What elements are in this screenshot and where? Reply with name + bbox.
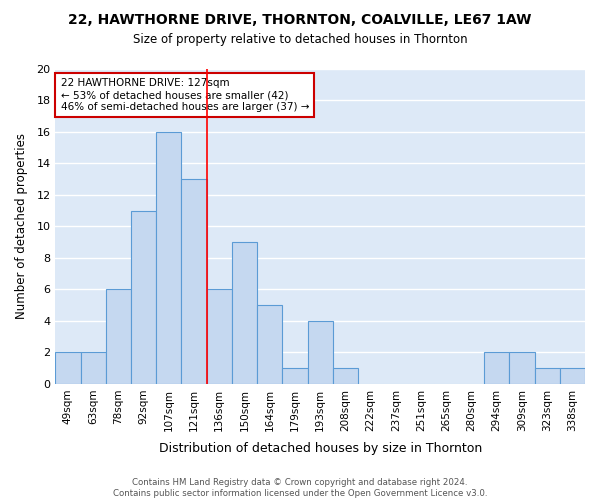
Bar bbox=[283, 368, 308, 384]
Bar bbox=[560, 368, 585, 384]
Bar bbox=[535, 368, 560, 384]
Bar bbox=[232, 242, 257, 384]
Bar bbox=[257, 305, 283, 384]
Y-axis label: Number of detached properties: Number of detached properties bbox=[15, 134, 28, 320]
Text: 22 HAWTHORNE DRIVE: 127sqm
← 53% of detached houses are smaller (42)
46% of semi: 22 HAWTHORNE DRIVE: 127sqm ← 53% of deta… bbox=[61, 78, 309, 112]
Bar bbox=[156, 132, 181, 384]
Bar bbox=[206, 290, 232, 384]
Text: Contains HM Land Registry data © Crown copyright and database right 2024.
Contai: Contains HM Land Registry data © Crown c… bbox=[113, 478, 487, 498]
Bar bbox=[484, 352, 509, 384]
Text: 22, HAWTHORNE DRIVE, THORNTON, COALVILLE, LE67 1AW: 22, HAWTHORNE DRIVE, THORNTON, COALVILLE… bbox=[68, 12, 532, 26]
Text: Size of property relative to detached houses in Thornton: Size of property relative to detached ho… bbox=[133, 32, 467, 46]
Bar bbox=[80, 352, 106, 384]
Bar bbox=[131, 210, 156, 384]
Bar bbox=[181, 179, 206, 384]
Bar bbox=[509, 352, 535, 384]
Bar bbox=[333, 368, 358, 384]
Bar bbox=[106, 290, 131, 384]
X-axis label: Distribution of detached houses by size in Thornton: Distribution of detached houses by size … bbox=[158, 442, 482, 455]
Bar bbox=[55, 352, 80, 384]
Bar bbox=[308, 321, 333, 384]
